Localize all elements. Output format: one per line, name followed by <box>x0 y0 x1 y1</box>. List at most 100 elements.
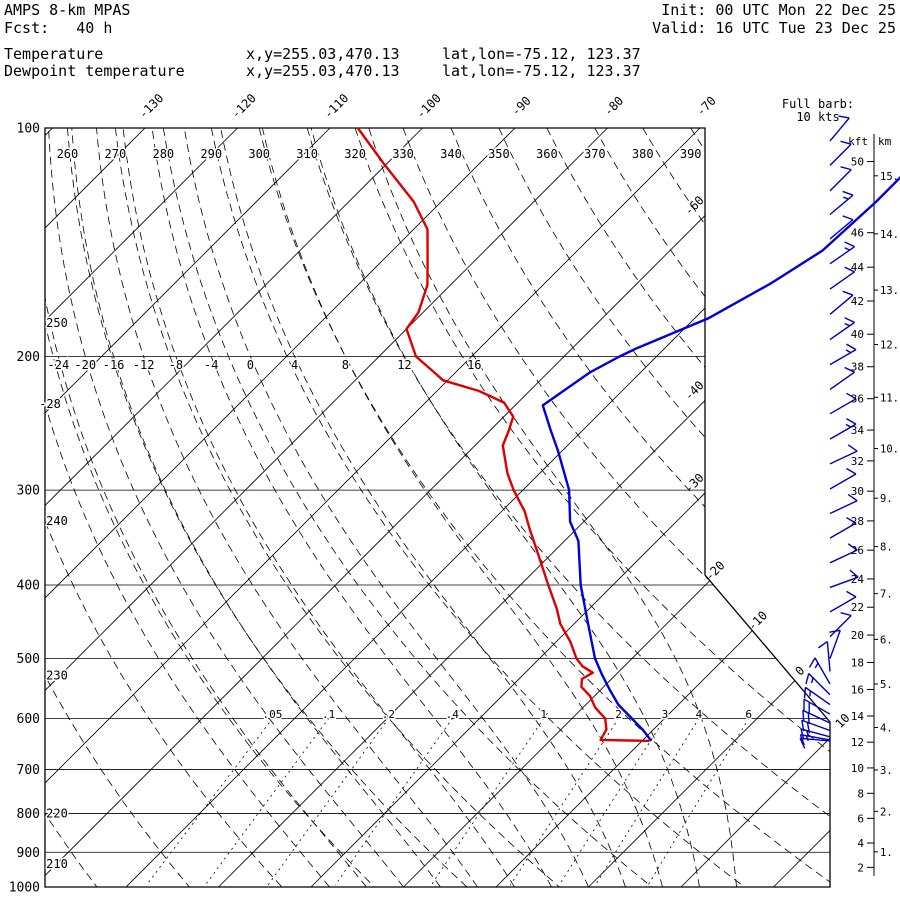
kft-label: 12 <box>851 736 864 749</box>
dry-adiabat-line <box>594 128 830 887</box>
isotherm-top-label: -80 <box>601 94 626 119</box>
moist-adiabat-line <box>220 128 626 887</box>
isotherm-right-label: -60 <box>682 193 707 218</box>
isotherm-line <box>45 128 516 887</box>
dewpoint-xy: x,y=255.03,470.13 <box>246 62 400 80</box>
km-label: 14. <box>880 229 899 241</box>
isotherm-edge-label: 10 <box>832 711 852 731</box>
thetaw-label: -24 <box>48 358 70 372</box>
thetaw-left-label: -28 <box>39 397 61 411</box>
dry-adiabat-line <box>162 128 653 887</box>
km-label: 12. <box>880 340 899 352</box>
dry-adiabat-line <box>45 128 98 887</box>
mixing-ratio-label: 1 <box>540 708 547 721</box>
moist-adiabat-line <box>183 128 589 887</box>
wind-barb <box>829 543 858 564</box>
thetaw-label: 8 <box>342 358 349 372</box>
km-label: 10. <box>880 443 899 455</box>
forecast-hour: Fcst: 40 h <box>4 19 113 37</box>
km-label: 13. <box>880 285 899 297</box>
theta-top-label: 290 <box>200 147 222 161</box>
plot-frame <box>44 127 831 888</box>
thetaw-label: -8 <box>169 358 183 372</box>
kft-label: 32 <box>851 455 864 468</box>
isotherm-top-label: -120 <box>229 91 259 121</box>
isotherm-line <box>45 128 331 887</box>
wind-barb <box>829 343 857 366</box>
temperature-legend-label: Temperature <box>4 45 104 63</box>
wind-barb <box>829 266 855 290</box>
mixing-ratio-label: .4 <box>446 708 460 721</box>
wind-barb <box>829 215 854 240</box>
mixing-ratio-line <box>430 712 548 886</box>
dewpoint-legend-label: Dewpoint temperature <box>4 62 185 80</box>
isotherm-right-label: -40 <box>682 378 707 403</box>
pressure-label: 900 <box>17 846 40 861</box>
dry-adiabat-line <box>45 128 190 887</box>
wind-barb <box>801 719 831 734</box>
kft-label: 34 <box>851 424 865 437</box>
dry-adiabat-line <box>258 128 830 887</box>
moist-adiabat-line <box>262 128 663 887</box>
kft-label: 6 <box>857 812 864 825</box>
kft-label: 10 <box>851 762 864 775</box>
wind-barb <box>829 444 858 465</box>
thetaw-label: 16 <box>467 358 481 372</box>
dry-adiabat-line <box>45 128 283 887</box>
kft-label: 30 <box>851 485 864 498</box>
pressure-label: 200 <box>17 350 40 365</box>
theta-top-label: 260 <box>57 147 79 161</box>
mixing-ratio-line <box>204 712 334 886</box>
isotherm-line <box>680 128 830 887</box>
theta-top-label: 350 <box>488 147 510 161</box>
background-grid <box>45 128 830 887</box>
full-barb-label: Full barb: <box>781 97 855 111</box>
wind-barb <box>805 672 831 696</box>
isotherm-edge-label: -20 <box>702 558 727 583</box>
kft-label: 38 <box>851 361 864 374</box>
kft-label: 40 <box>851 328 864 341</box>
km-label: 8. <box>880 542 893 554</box>
mixing-ratio-label: .2 <box>382 708 395 721</box>
moist-adiabat-line <box>310 128 700 887</box>
kft-label: 24 <box>851 573 865 586</box>
isotherm-edge-label: -10 <box>745 608 770 633</box>
pressure-label: 700 <box>17 763 40 778</box>
theta-left-label: 250 <box>46 316 68 330</box>
mixing-ratio-label: .1 <box>322 708 335 721</box>
theta-top-label: 320 <box>344 147 366 161</box>
mixing-ratio-line <box>267 712 393 886</box>
km-label: 15. <box>880 171 899 183</box>
theta-top-label: 300 <box>248 147 270 161</box>
theta-top-label: 310 <box>296 147 318 161</box>
isotherm-line <box>310 128 830 887</box>
mixing-ratio-line <box>509 712 623 886</box>
theta-top-label: 270 <box>105 147 127 161</box>
isotherm-line <box>45 128 793 887</box>
temperature-latlon: lat,lon=-75.12, 123.37 <box>442 45 641 63</box>
kft-label: 50 <box>851 156 864 169</box>
pressure-label: 300 <box>17 484 40 499</box>
theta-top-label: 390 <box>680 147 702 161</box>
dewpoint-trace <box>356 127 650 743</box>
moist-adiabat-line <box>45 128 330 887</box>
isotherm-top-label: -130 <box>136 91 166 121</box>
init-time: Init: 00 UTC Mon 22 Dec 25 <box>661 1 896 19</box>
kft-label: 16 <box>851 683 864 696</box>
mixing-ratio-line <box>558 712 669 886</box>
moist-adiabat-line <box>45 128 367 887</box>
dewpoint-latlon: lat,lon=-75.12, 123.37 <box>442 62 641 80</box>
wind-barb <box>829 493 858 515</box>
wind-barb <box>829 418 857 440</box>
km-label: 1. <box>880 847 893 859</box>
isotherm-edge-label: 0 <box>793 663 808 678</box>
dry-adiabat-line <box>402 128 830 887</box>
mixing-ratio-label: 6 <box>745 708 752 721</box>
isotherm-top-label: -90 <box>509 94 534 119</box>
dry-adiabat-line <box>546 128 830 887</box>
dry-adiabat-line <box>210 128 745 887</box>
temperature-xy: x,y=255.03,470.13 <box>246 45 400 63</box>
km-label: 2. <box>880 806 893 818</box>
